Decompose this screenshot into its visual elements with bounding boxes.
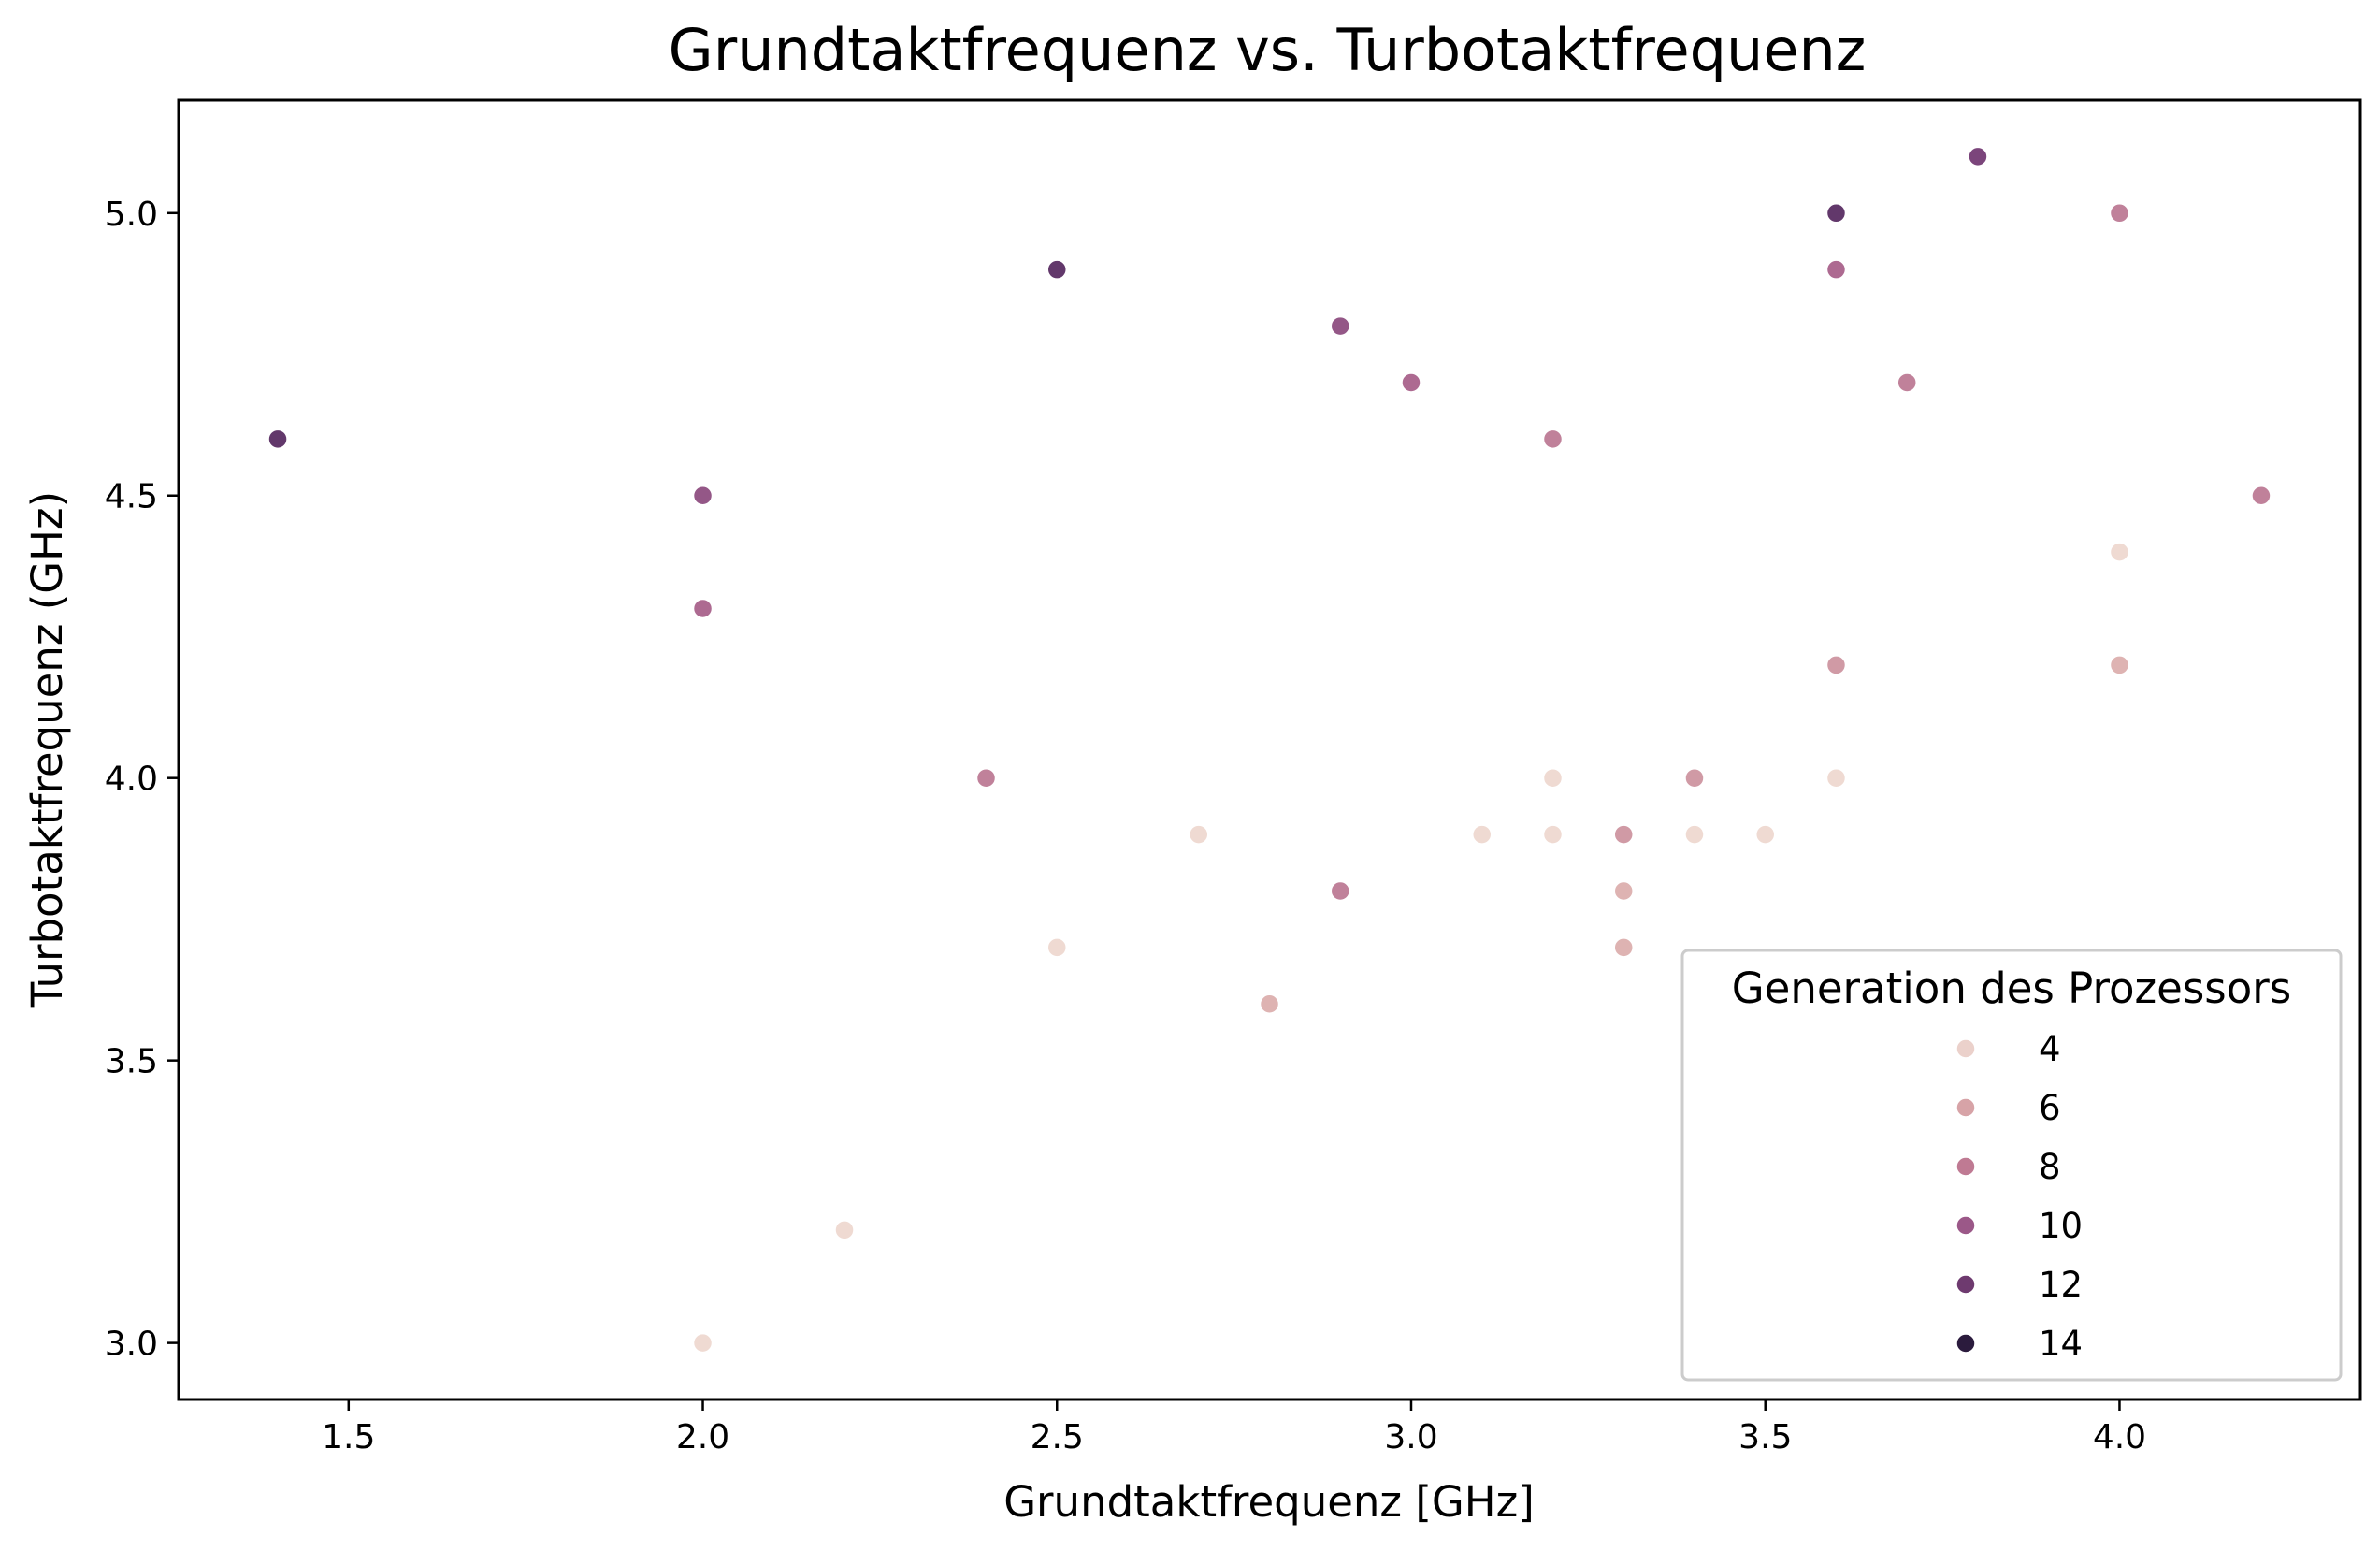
legend-marker bbox=[1955, 1274, 1976, 1295]
legend-label: 12 bbox=[2039, 1265, 2083, 1305]
data-point bbox=[1330, 880, 1350, 902]
data-point bbox=[1471, 824, 1493, 845]
data-point bbox=[1613, 824, 1634, 845]
points-layer bbox=[267, 146, 2272, 1354]
y-tick-label: 4.5 bbox=[105, 478, 158, 516]
legend-label: 14 bbox=[2039, 1324, 2083, 1364]
x-tick-label: 4.0 bbox=[2093, 1418, 2146, 1457]
data-point bbox=[1684, 767, 1705, 789]
data-point bbox=[1613, 880, 1634, 902]
x-tick-label: 3.0 bbox=[1384, 1418, 1437, 1457]
legend-label: 4 bbox=[2039, 1029, 2061, 1069]
data-point bbox=[2109, 542, 2130, 562]
data-point bbox=[2109, 203, 2130, 224]
data-point bbox=[692, 1332, 714, 1354]
y-axis-label: Turbotaktfrequenz (GHz) bbox=[22, 491, 72, 1008]
data-point bbox=[834, 1220, 855, 1240]
y-tick-label: 3.0 bbox=[105, 1326, 158, 1364]
legend-label: 6 bbox=[2039, 1088, 2061, 1128]
legend-marker bbox=[1955, 1038, 1976, 1059]
data-point bbox=[692, 485, 714, 506]
y-tick-label: 3.5 bbox=[105, 1043, 158, 1081]
data-point bbox=[1542, 428, 1564, 450]
legend-marker bbox=[1955, 1333, 1976, 1354]
legend-title: Generation des Prozessors bbox=[1732, 964, 2291, 1013]
data-point bbox=[1613, 937, 1634, 958]
data-point bbox=[1542, 767, 1564, 789]
data-point bbox=[1754, 824, 1776, 845]
data-point bbox=[1968, 146, 1988, 167]
data-point bbox=[267, 428, 288, 450]
x-axis-label: Grundtaktfrequenz [GHz] bbox=[1003, 1477, 1535, 1527]
data-point bbox=[2251, 485, 2272, 506]
x-tick-label: 2.5 bbox=[1031, 1418, 1084, 1457]
data-point bbox=[1542, 824, 1564, 845]
data-point bbox=[692, 598, 714, 619]
data-point bbox=[1897, 372, 1917, 393]
y-axis-ticks: 3.0 3.5 4.0 4.5 5.0 bbox=[105, 196, 179, 1364]
data-point bbox=[1825, 259, 1847, 280]
legend-label: 8 bbox=[2039, 1147, 2061, 1187]
data-point bbox=[1189, 824, 1209, 845]
data-point bbox=[1046, 259, 1068, 280]
data-point bbox=[2109, 655, 2130, 675]
data-point bbox=[1684, 824, 1705, 845]
y-tick-label: 5.0 bbox=[105, 196, 158, 234]
legend-entries: 4 6 8 10 12 14 bbox=[1955, 1029, 2083, 1364]
x-tick-label: 2.0 bbox=[676, 1418, 729, 1457]
legend-marker bbox=[1955, 1156, 1976, 1177]
data-point bbox=[1046, 937, 1068, 958]
legend-marker bbox=[1955, 1097, 1976, 1118]
data-point bbox=[1825, 203, 1847, 224]
chart-title: Grundtaktfrequenz vs. Turbotaktfrequenz bbox=[669, 16, 1867, 84]
data-point bbox=[1259, 993, 1280, 1015]
x-tick-label: 3.5 bbox=[1738, 1418, 1792, 1457]
x-tick-label: 1.5 bbox=[322, 1418, 375, 1457]
data-point bbox=[1825, 655, 1847, 675]
legend-box bbox=[1680, 949, 2343, 1382]
data-point bbox=[1401, 372, 1421, 393]
legend: Generation des Prozessors 4 6 8 10 12 14 bbox=[1680, 949, 2343, 1382]
legend-label: 10 bbox=[2039, 1206, 2083, 1246]
data-point bbox=[975, 767, 997, 789]
x-axis-ticks: 1.5 2.0 2.5 3.0 3.5 4.0 bbox=[322, 1399, 2146, 1457]
y-tick-label: 4.0 bbox=[105, 761, 158, 799]
data-point bbox=[1330, 315, 1350, 337]
legend-marker bbox=[1955, 1215, 1976, 1236]
data-point bbox=[1825, 767, 1847, 789]
plot-area-frame bbox=[177, 98, 2362, 1401]
